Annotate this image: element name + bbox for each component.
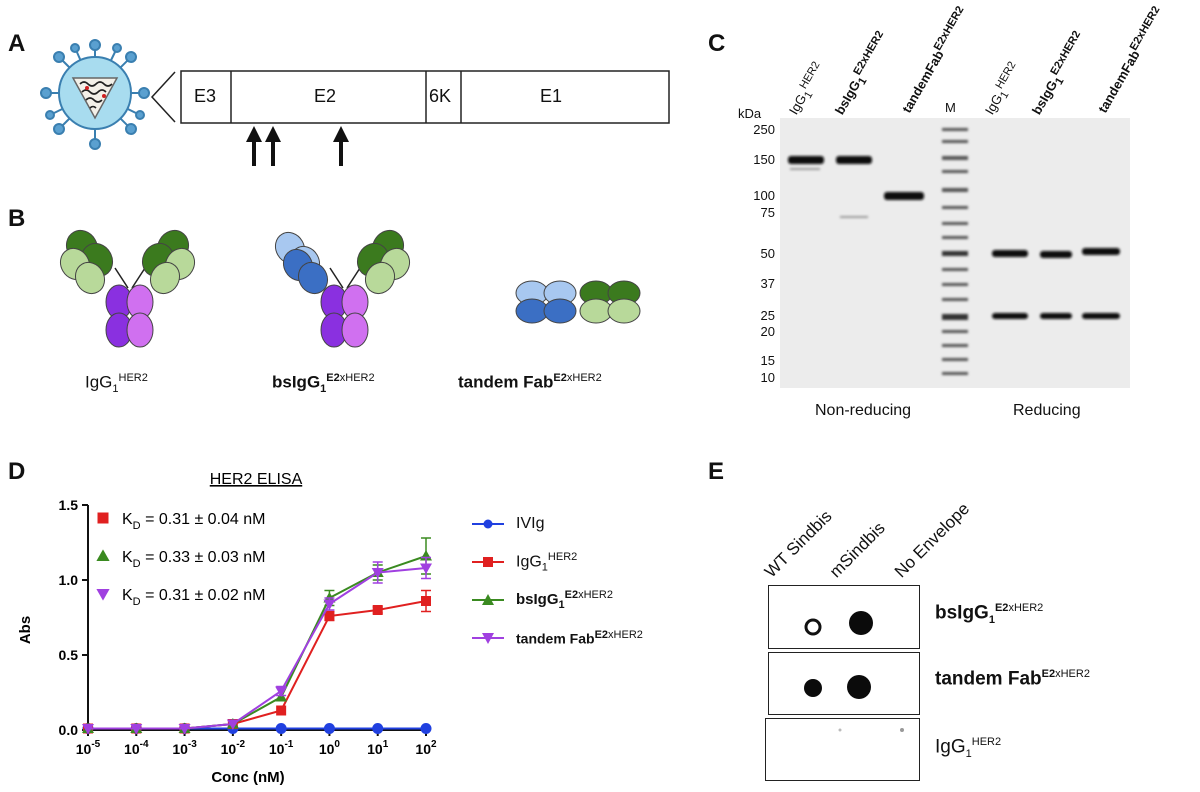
series-line (88, 555, 427, 730)
series-line (88, 567, 427, 730)
mw-marker: 25 (760, 308, 775, 323)
column-label: mSindbis (825, 518, 889, 582)
row-label: bsIgG1E2xHER2 (935, 602, 1044, 627)
panel-label-c: C (708, 30, 726, 57)
kda-unit: kDa (738, 106, 762, 121)
y-tick-label: 1.5 (59, 497, 79, 513)
caption-igg: IgG1HER2 (85, 372, 148, 396)
data-point (323, 723, 335, 734)
kd-marker (96, 549, 110, 561)
lane-label: tandemFabE2xHER2 (1095, 4, 1163, 116)
igg-diagram (59, 229, 196, 348)
kd-marker (97, 512, 109, 524)
mw-marker: 250 (753, 122, 775, 137)
segment-6k: 6K (429, 86, 452, 106)
panel-label-e: E (708, 458, 725, 485)
lane-label: tandemFabE2xHER2 (899, 4, 967, 116)
panel-label-a: A (8, 30, 26, 57)
mw-marker: 20 (760, 324, 775, 339)
sds-page-gel (780, 118, 1130, 388)
y-tick-label: 0.5 (59, 647, 79, 663)
x-tick-label: 10-5 (76, 739, 101, 757)
condition-nonreducing: Non-reducing (815, 402, 912, 419)
lane-label: bsIgG1E2xHER2 (1028, 28, 1084, 118)
data-point (226, 719, 239, 730)
mw-marker: 100 (753, 188, 775, 203)
kd-label: KD = 0.33 ± 0.03 nM (122, 549, 265, 570)
mw-marker: 150 (753, 152, 775, 167)
chart-title: HER2 ELISA (210, 471, 303, 488)
panel-label-d: D (8, 458, 26, 485)
elisa-chart: HER2 ELISA Abs Conc (nM) 0.0 0.5 1.0 1.5 10-… (17, 471, 437, 786)
data-point (371, 568, 384, 579)
data-point (275, 686, 288, 697)
dot-blot-row (768, 585, 920, 649)
x-tick-label: 10-3 (172, 739, 197, 757)
caption-tandem-fab: tandem FabE2xHER2 (458, 372, 602, 392)
tandem-fab-diagram (515, 280, 641, 324)
arrows-up (246, 126, 349, 166)
legend-item: tandem FabE2xHER2 (470, 619, 710, 657)
y-tick-label: 0.0 (59, 722, 79, 738)
dot-blot-row (768, 652, 920, 715)
mw-marker: 10 (760, 370, 775, 385)
lane-label: bsIgG1E2xHER2 (831, 28, 887, 118)
data-point (178, 724, 191, 735)
virus-icon (40, 39, 150, 150)
x-tick-label: 10-2 (221, 739, 246, 757)
data-point (82, 724, 94, 735)
kd-label: KD = 0.31 ± 0.02 nM (122, 587, 265, 608)
legend-item: IVIg (470, 505, 710, 543)
legend-item: bsIgG1E2xHER2 (470, 581, 710, 619)
legend-item: IgG1HER2 (470, 543, 710, 581)
panel-label-b: B (8, 205, 26, 232)
y-axis-label: Abs (17, 616, 34, 644)
segment-e1: E1 (540, 86, 563, 106)
dot-blot-row (765, 718, 920, 781)
lane-label: IgG1HER2 (981, 59, 1019, 118)
lane-label-marker: M (945, 100, 956, 115)
row-label: IgG1HER2 (935, 736, 1002, 761)
data-point (420, 723, 432, 734)
segment-e2: E2 (314, 86, 337, 106)
row-label: tandem FabE2xHER2 (935, 668, 1090, 690)
x-tick-label: 100 (319, 739, 341, 757)
condition-reducing: Reducing (1013, 402, 1081, 419)
chart-legend: IVIg IgG1HER2 bsIgG1E2xHER2 tandem FabE2… (470, 505, 710, 657)
data-point (372, 605, 383, 615)
x-tick-label: 10-4 (124, 739, 149, 757)
segment-e3: E3 (194, 86, 217, 106)
kd-marker (96, 589, 110, 601)
column-label: WT Sindbis (760, 506, 836, 582)
mw-marker: 15 (760, 353, 775, 368)
mw-marker: 75 (760, 205, 775, 220)
genome-diagram (150, 70, 670, 166)
x-tick-label: 102 (415, 739, 437, 757)
mw-marker: 50 (760, 246, 775, 261)
mw-marker: 37 (760, 276, 775, 291)
data-point (323, 599, 336, 610)
data-point (276, 705, 287, 716)
lane-label: IgG1HER2 (785, 59, 823, 118)
y-tick-label: 1.0 (59, 572, 79, 588)
caption-bsigg: bsIgG1E2xHER2 (272, 372, 375, 396)
data-point (130, 724, 143, 735)
x-tick-label: 10-1 (269, 739, 294, 757)
data-point (421, 596, 431, 606)
column-label: No Envelope (890, 499, 974, 582)
x-axis-label: Conc (nM) (211, 769, 284, 786)
kd-label: KD = 0.31 ± 0.04 nM (122, 511, 265, 532)
x-tick-label: 101 (367, 739, 389, 757)
data-point (324, 611, 335, 621)
data-point (372, 723, 384, 734)
bsigg-diagram (274, 229, 411, 348)
data-point (420, 563, 432, 574)
data-point (275, 723, 287, 734)
